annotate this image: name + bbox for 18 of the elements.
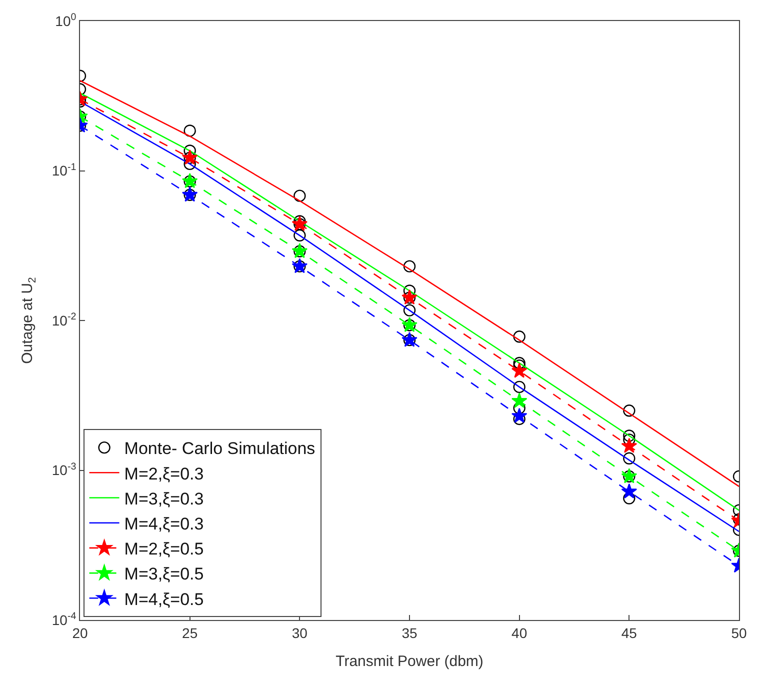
legend-label: M=4,ξ=0.5 [124,590,204,609]
x-tick-label: 40 [512,624,528,641]
x-axis-title: Transmit Power (dbm) [336,652,484,670]
y-tick-label: 10$^{-2}$ [52,312,76,328]
x-tick-label: 45 [621,624,638,641]
legend-label: M=3,ξ=0.3 [124,489,204,508]
legend-label: M=2,ξ=0.3 [124,464,204,484]
x-tick-label: 50 [731,624,747,641]
y-tick-label: 10$^{0}$ [55,12,77,29]
x-tick-label: 30 [292,624,308,641]
legend-label: M=3,ξ=0.5 [124,564,204,584]
legend-label: M=4,ξ=0.3 [124,514,204,534]
x-tick-label: 35 [402,624,418,641]
legend-label: M=2,ξ=0.5 [124,540,204,559]
y-tick-label: 10$^{-3}$ [52,461,77,478]
x-tick-label: 25 [182,624,198,641]
legend-label: Monte- Carlo Simulations [124,439,316,458]
y-tick-label: 10$^{-1}$ [52,162,76,179]
